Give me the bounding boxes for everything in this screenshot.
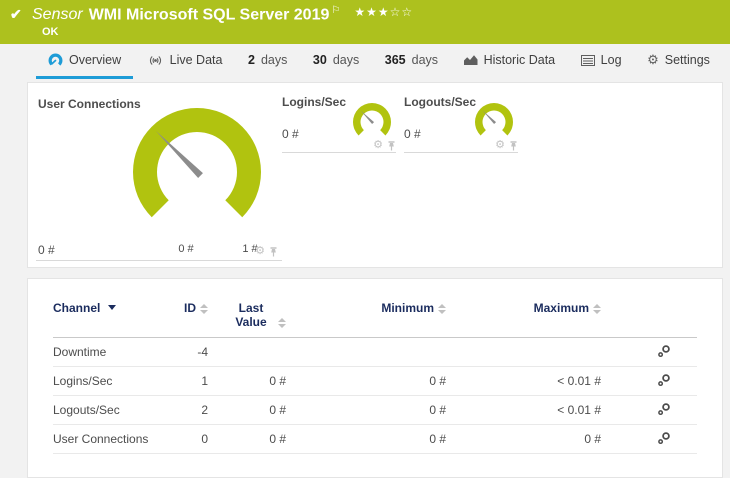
channel-settings-gears-icon[interactable] <box>657 373 671 387</box>
cell-channel: User Connections <box>53 432 149 446</box>
tab-30-days-number: 30 <box>312 53 327 67</box>
cell-id: 2 <box>201 403 208 417</box>
cell-minimum: 0 # <box>429 432 446 446</box>
sensor-kind-label: Sensor <box>32 6 83 24</box>
flag-icon[interactable]: ⚐ <box>331 5 341 16</box>
tab-overview-label: Overview <box>69 53 122 67</box>
cell-maximum: 0 # <box>584 432 601 446</box>
tab-log-label: Log <box>600 53 622 67</box>
gauge-gear-icon[interactable]: ⚙ <box>255 245 265 257</box>
tab-365-days-unit: days <box>411 53 439 67</box>
cell-channel: Logins/Sec <box>53 374 113 388</box>
sensor-status-text: OK <box>42 26 59 38</box>
gauge-title: Logouts/Sec <box>404 95 477 109</box>
gauge-scale-min: 0 # <box>178 243 194 255</box>
cell-minimum: 0 # <box>429 374 446 388</box>
cell-last-value: 0 # <box>269 374 286 388</box>
cell-last-value: 0 # <box>269 403 286 417</box>
cell-last-value <box>208 352 286 353</box>
tab-30-days[interactable]: 30 days <box>301 44 371 79</box>
cell-last-value: 0 # <box>269 432 286 446</box>
tab-settings-label: Settings <box>664 53 710 67</box>
gauge-pin-icon[interactable] <box>269 246 278 257</box>
table-row-logouts-sec: Logouts/Sec 2 0 # 0 # < 0.01 # <box>53 396 697 425</box>
gauge-logins-sec: Logins/Sec 0 # ⚙ <box>282 91 396 153</box>
sort-icon <box>438 304 446 314</box>
channel-settings-gears-icon[interactable] <box>657 431 671 445</box>
table-row-downtime: Downtime -4 <box>53 338 697 367</box>
gauge-current-value: 0 # <box>282 127 299 141</box>
tab-historic-data-label: Historic Data <box>483 53 556 67</box>
gauge-user-connections: User Connections 0 # 1 # 0 # ⚙ <box>36 91 282 261</box>
column-header-minimum[interactable]: Minimum <box>381 301 446 315</box>
cell-maximum: < 0.01 # <box>557 403 601 417</box>
tab-log[interactable]: Log <box>569 44 634 79</box>
column-header-id[interactable]: ID <box>184 301 208 315</box>
tab-live-data[interactable]: Live Data <box>135 44 235 79</box>
gauge-pin-icon[interactable] <box>387 140 396 151</box>
channel-settings-gears-icon[interactable] <box>657 402 671 416</box>
tab-2-days-number: 2 <box>248 53 255 67</box>
gauge-scale-max: 1 # <box>242 243 258 255</box>
cell-minimum: 0 # <box>429 403 446 417</box>
gauge-gear-icon[interactable]: ⚙ <box>373 139 383 151</box>
sensor-title: WMI Microsoft SQL Server 2019 <box>88 6 330 24</box>
user-connections-gauge <box>133 107 261 218</box>
sort-icon <box>278 318 286 328</box>
live-data-icon <box>149 55 161 65</box>
gauge-title: User Connections <box>38 97 141 111</box>
tab-30-days-unit: days <box>332 53 360 67</box>
log-list-icon <box>580 54 595 66</box>
tab-overview[interactable]: Overview <box>36 44 134 79</box>
tab-2-days-unit: days <box>260 53 288 67</box>
gauge-logouts-sec: Logouts/Sec 0 # ⚙ <box>404 91 518 153</box>
stars-empty[interactable]: ☆☆ <box>389 5 414 20</box>
channels-panel: Channel ID Last Value Minimum Maximum Do… <box>27 278 723 478</box>
stars-filled[interactable]: ★★★ <box>354 5 390 20</box>
tab-2-days[interactable]: 2 days <box>236 44 299 79</box>
cell-id: 1 <box>201 374 208 388</box>
table-row-user-connections: User Connections 0 0 # 0 # 0 # <box>53 425 697 454</box>
sensor-status-bar: ✔ Sensor WMI Microsoft SQL Server 2019 ⚐ ★★… <box>0 0 730 44</box>
gauge-gear-icon[interactable]: ⚙ <box>495 139 505 151</box>
logins-gauge <box>353 103 391 136</box>
area-chart-icon <box>463 55 478 65</box>
cell-maximum <box>446 352 601 353</box>
tab-365-days[interactable]: 365 days <box>373 44 450 79</box>
cell-id: 0 <box>201 432 208 446</box>
column-header-channel[interactable]: Channel <box>53 301 117 315</box>
channel-table-header: Channel ID Last Value Minimum Maximum <box>53 301 697 338</box>
column-header-last-value[interactable]: Last Value <box>228 301 286 329</box>
sort-icon <box>200 304 208 314</box>
cell-id: -4 <box>197 345 208 359</box>
gauge-current-value: 0 # <box>38 243 55 257</box>
gauge-current-value: 0 # <box>404 127 421 141</box>
priority-stars[interactable]: ★★★☆☆ <box>354 5 413 19</box>
cell-channel: Logouts/Sec <box>53 403 120 417</box>
tab-settings[interactable]: ⚙ Settings <box>635 44 722 79</box>
gauge-icon <box>48 53 63 67</box>
column-header-maximum[interactable]: Maximum <box>534 301 601 315</box>
tab-live-data-label: Live Data <box>169 53 223 67</box>
cell-channel: Downtime <box>53 345 107 359</box>
tab-historic-data[interactable]: Historic Data <box>452 44 568 79</box>
table-row-logins-sec: Logins/Sec 1 0 # 0 # < 0.01 # <box>53 367 697 396</box>
gauges-panel: User Connections 0 # 1 # 0 # ⚙ Logins/Se… <box>27 82 723 268</box>
tab-bar: Overview Live Data 2 days 30 days 365 da… <box>0 44 730 79</box>
channel-table: Channel ID Last Value Minimum Maximum Do… <box>28 279 722 454</box>
cell-maximum: < 0.01 # <box>557 374 601 388</box>
sort-desc-icon <box>108 305 117 310</box>
channel-settings-gears-icon[interactable] <box>657 344 671 358</box>
sensor-title-line: Sensor WMI Microsoft SQL Server 2019 ⚐ ★★★☆… <box>32 5 413 24</box>
cell-minimum <box>286 352 446 353</box>
logouts-gauge <box>475 103 513 136</box>
tab-365-days-number: 365 <box>384 53 406 67</box>
sort-icon <box>593 304 601 314</box>
gauge-pin-icon[interactable] <box>509 140 518 151</box>
status-ok-check-icon: ✔ <box>10 6 22 22</box>
gauge-title: Logins/Sec <box>282 95 347 109</box>
settings-gear-icon: ⚙ <box>647 52 659 67</box>
